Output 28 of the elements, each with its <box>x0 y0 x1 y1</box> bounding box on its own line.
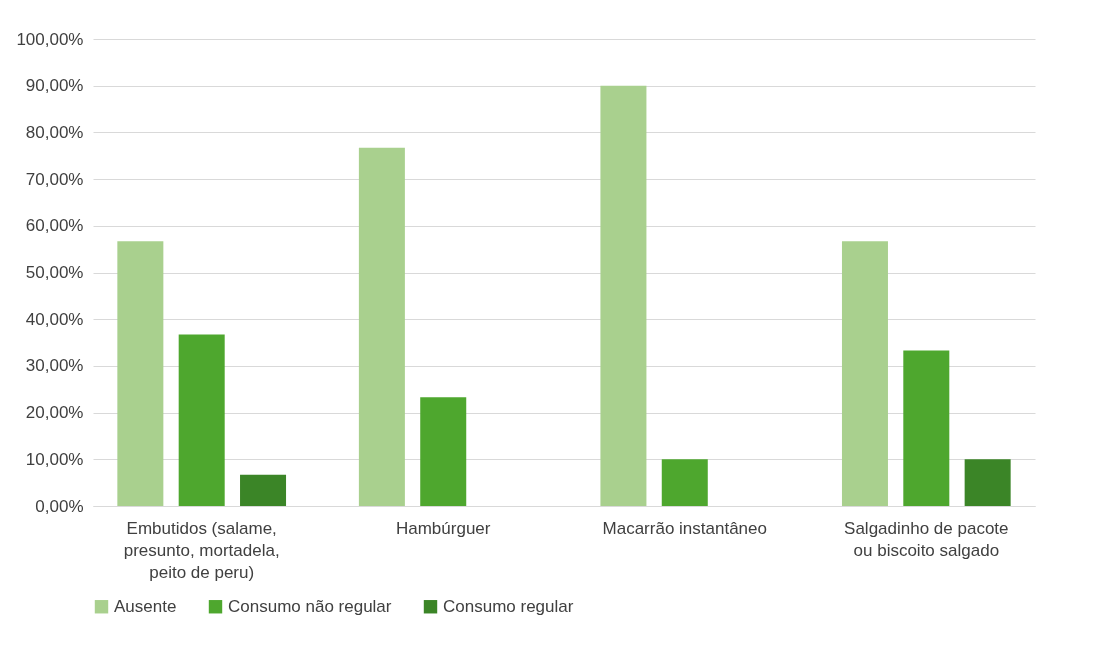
bar <box>178 334 225 506</box>
bar <box>841 241 888 506</box>
y-tick-label: 80,00% <box>25 122 84 142</box>
legend-label: Consumo não regular <box>228 596 392 616</box>
y-tick-label: 100,00% <box>16 29 84 49</box>
y-tick-label: 30,00% <box>25 356 84 376</box>
y-tick-label: 40,00% <box>25 309 84 329</box>
bar <box>420 397 467 506</box>
x-tick-label: Embutidos (salame, presunto, mortadela, peito de peru) <box>123 518 280 582</box>
bar <box>358 147 405 506</box>
legend-label: Ausente <box>114 596 177 616</box>
y-tick-label: 70,00% <box>25 169 84 189</box>
y-tick-label: 10,00% <box>25 449 84 469</box>
y-tick-label: 0,00% <box>35 496 84 516</box>
bar <box>600 85 647 506</box>
bar <box>964 459 1011 506</box>
y-tick-label: 50,00% <box>25 263 84 282</box>
bar <box>661 459 708 506</box>
y-tick-label: 60,00% <box>25 216 84 236</box>
bar <box>117 241 164 506</box>
y-tick-label: 20,00% <box>25 403 84 423</box>
bar <box>903 350 950 506</box>
x-tick-label: Hambúrguer <box>395 518 491 538</box>
bar <box>240 474 287 506</box>
legend-label: Consumo regular <box>443 596 574 616</box>
x-tick-label: Salgadinho de pacote ou biscoito salgado <box>844 518 1009 560</box>
y-tick-label: 90,00% <box>25 76 84 96</box>
x-tick-label: Macarrão instantâneo <box>602 518 767 538</box>
